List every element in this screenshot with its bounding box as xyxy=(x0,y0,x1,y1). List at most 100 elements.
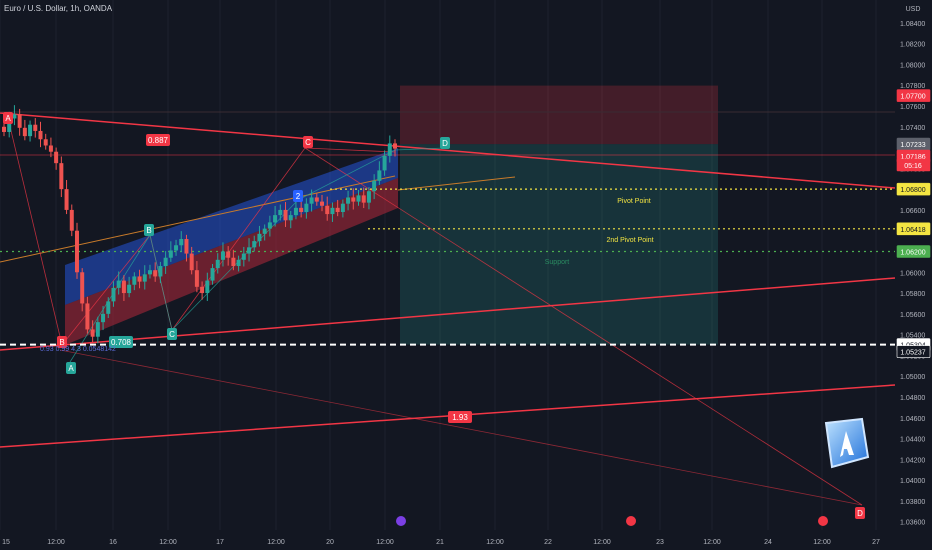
price-tick-label: 1.08200 xyxy=(900,42,925,49)
candle-body xyxy=(101,313,106,323)
candle-body xyxy=(38,130,43,140)
time-tick-label: 12:00 xyxy=(376,539,394,546)
lower-trendline xyxy=(0,384,896,448)
support-trendline xyxy=(0,277,896,351)
price-tick-label: 1.04200 xyxy=(900,457,925,464)
candle-body xyxy=(43,139,48,146)
candle-body xyxy=(257,233,262,242)
price-badge-label: 1.07186 xyxy=(900,154,925,161)
candle-body xyxy=(262,228,267,234)
symbol-title: Euro / U.S. Dollar, 1h, OANDA xyxy=(4,4,113,13)
price-tick-label: 1.08400 xyxy=(900,21,925,28)
price-tick-label: 1.04600 xyxy=(900,416,925,423)
candle-body xyxy=(273,215,278,223)
price-badge xyxy=(896,222,931,236)
candle-body xyxy=(215,259,220,269)
us-flag-icon xyxy=(626,516,636,526)
resistance-trendline xyxy=(0,112,896,189)
candle-body xyxy=(220,251,225,260)
price-badge-label: 1.06200 xyxy=(900,249,925,256)
candle-body xyxy=(7,118,12,132)
time-tick-label: 17 xyxy=(216,539,224,546)
regression-channel xyxy=(65,148,398,345)
candle-body xyxy=(12,114,17,119)
candle-body xyxy=(184,239,189,254)
time-tick-label: 12:00 xyxy=(703,539,721,546)
candle-body xyxy=(299,207,304,212)
pattern-point-label: D xyxy=(442,139,448,148)
candle-body xyxy=(309,197,314,204)
time-axis-bg xyxy=(0,530,932,550)
candle-body xyxy=(361,195,366,203)
price-badge xyxy=(896,245,931,258)
price-badge xyxy=(896,89,931,102)
price-tick-label: 1.05400 xyxy=(900,333,925,340)
candle-body xyxy=(22,127,27,137)
price-tick-label: 1.07400 xyxy=(900,125,925,132)
pattern-markers: A B C D A B C D 2 0.887 0.708 1.93 0.93 0.99 4.3 0.0… xyxy=(3,112,865,526)
ratio-bottom-box xyxy=(109,336,133,348)
price-badge-label: 1.07233 xyxy=(900,142,925,149)
candle-body xyxy=(252,241,257,248)
pattern-point-badge xyxy=(293,190,303,202)
time-tick-label: 15 xyxy=(2,539,10,546)
candle-body xyxy=(278,209,283,216)
time-tick-label: 23 xyxy=(656,539,664,546)
candle-body xyxy=(351,197,356,202)
candle-body xyxy=(356,195,361,202)
candle-body xyxy=(33,124,38,131)
brand-logo-icon xyxy=(824,417,870,469)
candle-body xyxy=(106,301,111,314)
trend-lines xyxy=(0,111,896,506)
candle-body xyxy=(314,197,319,202)
candle-body xyxy=(288,215,293,221)
pattern-point-label: A xyxy=(68,364,74,373)
fib-diagonal xyxy=(59,349,863,506)
price-tick-label: 1.05800 xyxy=(900,291,925,298)
price-tick-label: 1.03600 xyxy=(900,520,925,527)
pattern-extension xyxy=(304,147,863,506)
price-tick-label: 1.04400 xyxy=(900,437,925,444)
pattern-point-label: C xyxy=(169,330,175,339)
candle-body xyxy=(387,143,392,156)
candle-body xyxy=(147,270,152,275)
price-badge xyxy=(896,182,931,196)
pattern-point-badge xyxy=(3,112,13,124)
price-tick-label: 1.04000 xyxy=(900,478,925,485)
candle-body xyxy=(54,151,59,164)
grid xyxy=(0,0,877,530)
candle-body xyxy=(346,197,351,204)
candle-body xyxy=(393,143,397,149)
time-tick-label: 12:00 xyxy=(47,539,65,546)
price-tick-label: 1.07800 xyxy=(900,83,925,90)
candle-body xyxy=(111,287,116,302)
candle-body xyxy=(90,329,95,337)
candle-body xyxy=(28,124,33,137)
time-tick-label: 16 xyxy=(109,539,117,546)
candle-body xyxy=(132,276,137,285)
pattern-point-label: C xyxy=(305,138,311,147)
pattern-point-badge xyxy=(440,137,450,149)
pattern-point-badge xyxy=(303,136,313,148)
price-tick-label: 1.03800 xyxy=(900,499,925,506)
candle-body xyxy=(137,276,142,282)
candle-body xyxy=(377,170,382,181)
price-tick-label: 1.06000 xyxy=(900,270,925,277)
candle-body xyxy=(116,280,121,288)
price-badge-label: 1.06418 xyxy=(900,227,925,234)
candle-body xyxy=(2,126,6,132)
pattern-point-badge xyxy=(66,362,76,374)
pattern-point-badge xyxy=(167,328,177,340)
candle-body xyxy=(127,284,132,294)
candle-body xyxy=(85,303,90,330)
channel-upper-band xyxy=(65,148,398,305)
candle-body xyxy=(174,245,179,251)
price-badge-label: 1.07700 xyxy=(900,94,925,101)
candle-body xyxy=(325,205,330,215)
price-tick-label: 1.04800 xyxy=(900,395,925,402)
candle-body xyxy=(231,257,236,267)
price-badge-label: 05:16 xyxy=(904,163,922,170)
candle-body xyxy=(80,272,85,304)
pattern-point-label: B xyxy=(146,226,151,235)
